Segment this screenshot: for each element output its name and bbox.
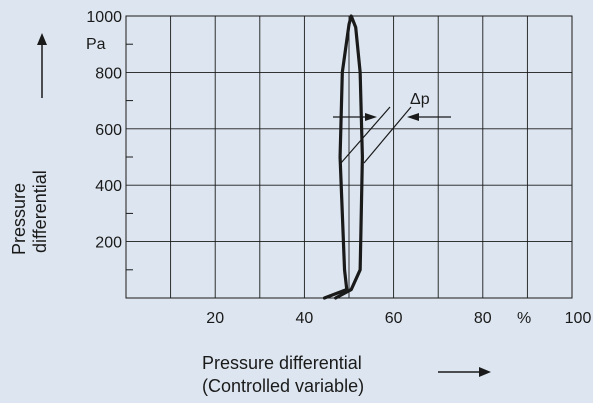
x-axis-title-line2: (Controlled variable) (202, 376, 364, 396)
y-tick-label: 600 (95, 122, 122, 139)
x-tick-label: 40 (296, 310, 314, 327)
delta-p-label: Δp (410, 91, 430, 108)
hysteresis-curve (322, 14, 364, 300)
delta-p-line-left (340, 106, 391, 164)
delta-p-arrow-left-icon (365, 113, 377, 121)
y-tick-labels: 200 400 600 800 1000 (86, 9, 122, 252)
y-axis-title-line2: differential (30, 170, 50, 253)
grid (126, 16, 572, 298)
delta-p-annotation: Δp (333, 91, 451, 164)
y-tick-label: 1000 (86, 9, 122, 26)
y-axis-arrowhead-icon (37, 33, 47, 45)
x-unit-label: % (517, 310, 531, 327)
delta-p-arrow-right-icon (407, 113, 419, 121)
x-tick-label: 100 (565, 310, 592, 327)
y-axis-title-line1: Pressure (9, 183, 29, 255)
y-tick-label: 200 (95, 235, 122, 252)
x-tick-label: 20 (206, 310, 224, 327)
y-unit-label: Pa (86, 36, 106, 53)
x-axis-arrowhead-icon (479, 367, 491, 377)
x-tick-label: 60 (385, 310, 403, 327)
x-tick-labels: 20 40 60 80 100 (206, 310, 591, 327)
curve-group (322, 14, 364, 300)
y-tick-label: 800 (95, 65, 122, 82)
x-axis-title-line1: Pressure differential (202, 353, 362, 373)
x-tick-label: 80 (474, 310, 492, 327)
delta-p-line-right (363, 106, 412, 164)
ticks (126, 43, 133, 271)
y-tick-label: 400 (95, 178, 122, 195)
